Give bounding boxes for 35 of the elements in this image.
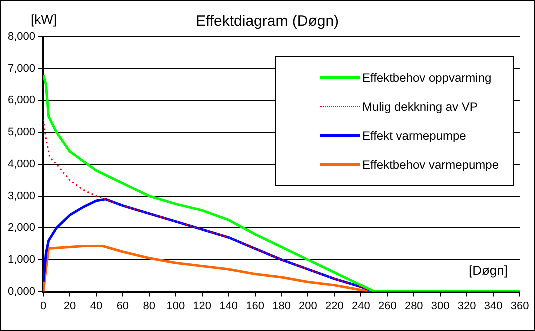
x-tick-label: 300 — [431, 300, 450, 312]
y-tick-label: 6,000 — [8, 94, 36, 107]
legend-label: Mulig dekkning av VP — [362, 100, 478, 114]
x-tick-label: 360 — [510, 300, 530, 312]
x-tick-label: 80 — [143, 300, 156, 312]
y-tick-label: 8,000 — [8, 31, 36, 44]
y-axis-title: [kW] — [31, 12, 57, 27]
legend-label: Effekt varmepumpe — [362, 128, 466, 142]
x-tick-label: 200 — [299, 300, 318, 312]
x-tick-label: 140 — [220, 300, 238, 312]
y-tick-label: 4,000 — [8, 158, 36, 170]
legend-label: Effektbehov varmepumpe — [362, 158, 499, 172]
x-tick-label: 220 — [326, 300, 344, 312]
x-tick-label: 160 — [246, 300, 264, 312]
x-tick-label: 120 — [193, 300, 212, 312]
y-tick-label: 3,000 — [8, 190, 36, 202]
y-tick-label: 5,000 — [8, 126, 36, 139]
legend-label: Effektbehov oppvarming — [362, 70, 492, 84]
y-tick-label: 2,000 — [8, 222, 36, 234]
x-tick-label: 320 — [458, 300, 476, 312]
x-tick-label: 100 — [166, 300, 186, 312]
x-tick-label: 40 — [90, 300, 103, 312]
x-tick-label: 340 — [484, 300, 503, 312]
y-tick-label: 7,000 — [8, 62, 36, 75]
y-tick-label: 1,000 — [8, 254, 36, 266]
x-tick-label: 0 — [40, 300, 47, 312]
x-tick-label: 180 — [272, 300, 291, 312]
x-tick-label: 20 — [64, 300, 76, 312]
x-tick-label: 240 — [352, 300, 370, 312]
chart-title: Effektdiagram (Døgn) — [196, 13, 340, 30]
x-tick-label: 280 — [404, 300, 424, 312]
x-tick-label: 260 — [378, 300, 397, 312]
x-axis-title: [Døgn] — [468, 263, 508, 278]
y-tick-label: 0,000 — [8, 286, 36, 298]
x-tick-label: 60 — [116, 300, 130, 312]
